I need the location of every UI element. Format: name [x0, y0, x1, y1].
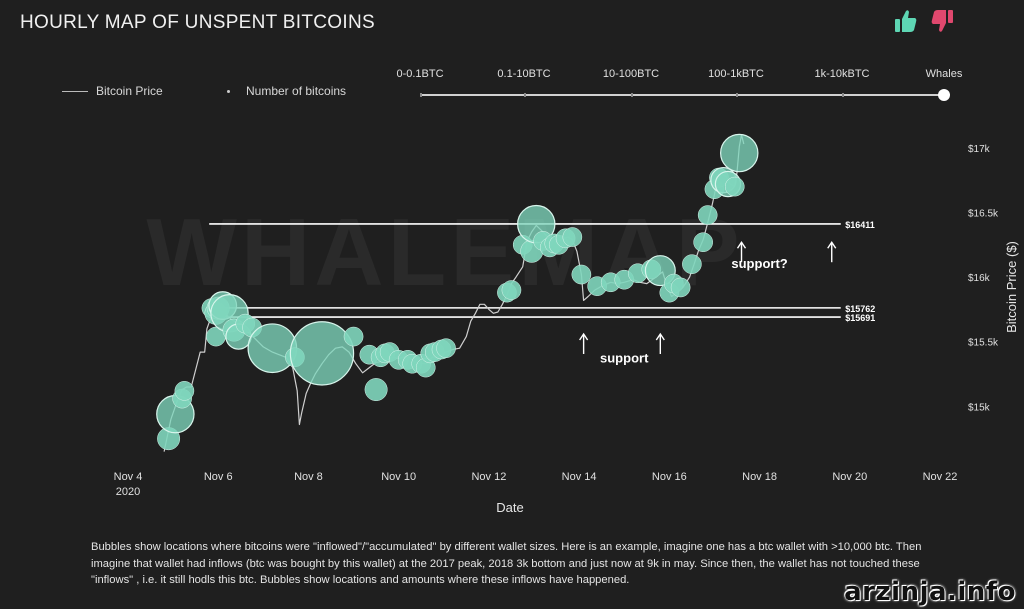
arrow-up-icon: [579, 332, 589, 354]
slider-track[interactable]: [420, 93, 944, 97]
x-tick-label: Nov 12: [471, 471, 506, 483]
y-tick-label: $15.5k: [968, 338, 999, 349]
inflow-bubble: [562, 227, 583, 247]
slider-tick: [842, 93, 844, 97]
arrow-up-icon: [736, 240, 747, 263]
x-tick-label: Nov 6: [204, 471, 233, 483]
slider-tick: [420, 93, 422, 97]
legend-price-label: Bitcoin Price: [96, 84, 163, 98]
legend-price[interactable]: Bitcoin Price: [62, 84, 163, 98]
chart-description: Bubbles show locations where bitcoins we…: [91, 541, 922, 586]
x-tick-label: Nov 16: [652, 471, 687, 483]
x-tick-sublabel: 2020: [116, 486, 140, 498]
site-watermark: arzinja.info: [844, 577, 1016, 607]
x-tick-label: Nov 20: [832, 471, 867, 483]
arrow-up-icon: [655, 332, 665, 354]
y-tick-label: $15k: [968, 402, 991, 413]
slider-option-4[interactable]: 1k-10kBTC: [814, 68, 870, 80]
x-tick-label: Nov 10: [381, 471, 416, 483]
slider-option-1[interactable]: 0.1-10BTC: [497, 68, 551, 80]
level-label: $15762: [845, 304, 875, 314]
inflow-bubble: [174, 381, 195, 401]
slider-tick: [631, 93, 633, 97]
level-label: $15691: [845, 313, 875, 323]
line-swatch-icon: [62, 91, 88, 93]
slider-option-3[interactable]: 100-1kBTC: [708, 68, 764, 80]
slider-knob[interactable]: [938, 89, 950, 101]
inflow-bubble: [697, 205, 718, 225]
slider-option-2[interactable]: 10-100BTC: [602, 68, 660, 80]
slider-tick: [524, 93, 526, 97]
slider-option-0[interactable]: 0-0.1BTC: [396, 68, 444, 80]
inflow-bubble: [289, 321, 355, 386]
legend-bubbles[interactable]: Number of bitcoins: [227, 84, 346, 98]
inflow-bubble: [693, 232, 713, 253]
inflow-bubble: [571, 264, 592, 285]
slider-tick: [736, 93, 738, 97]
y-axis-label: Bitcoin Price ($): [1004, 241, 1019, 333]
page-title: HOURLY MAP OF UNSPENT BITCOINS: [20, 12, 375, 33]
inflow-bubble: [436, 338, 456, 359]
thumbs-down-icon[interactable]: [930, 8, 954, 34]
x-tick-label: Nov 4: [114, 471, 143, 483]
y-tick-label: $16k: [968, 273, 991, 284]
y-tick-label: $17k: [968, 144, 991, 155]
dot-swatch-icon: [227, 90, 230, 94]
arrow-up-icon: [827, 240, 837, 263]
inflow-bubble: [670, 277, 691, 298]
x-tick-label: Nov 22: [923, 471, 958, 483]
inflow-bubble: [720, 133, 759, 173]
annotation-label: support: [600, 350, 649, 365]
inflow-bubble: [364, 378, 388, 402]
inflow-bubble: [682, 254, 702, 274]
chart-watermark: WHALEMAP: [146, 199, 743, 306]
x-tick-label: Nov 8: [294, 471, 323, 483]
slider-option-5[interactable]: Whales: [925, 68, 963, 80]
level-label: $16411: [845, 220, 875, 230]
thumbs-up-icon[interactable]: [894, 8, 918, 34]
x-tick-label: Nov 14: [562, 471, 597, 483]
inflow-bubble: [343, 326, 364, 347]
inflow-bubble: [501, 280, 522, 300]
annotation-label: support?: [731, 256, 787, 271]
y-tick-label: $16.5k: [968, 208, 999, 219]
x-axis-label: Date: [496, 500, 523, 515]
x-tick-label: Nov 18: [742, 471, 777, 483]
legend-bubbles-label: Number of bitcoins: [246, 84, 347, 98]
inflow-bubble: [724, 176, 745, 197]
price-chart: WHALEMAP $16411 $15762$15691 support suppo…: [114, 133, 1019, 515]
